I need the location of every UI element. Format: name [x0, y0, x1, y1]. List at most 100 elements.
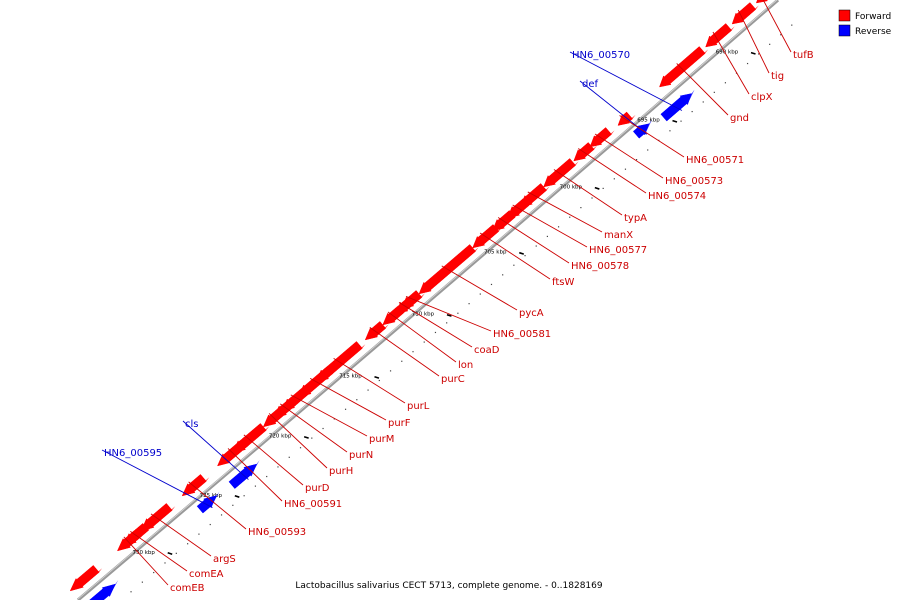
minor-tick-dot — [446, 322, 448, 324]
minor-tick-dot — [613, 178, 615, 180]
gene-def[interactable] — [632, 119, 652, 139]
gene-leader-line — [579, 80, 648, 135]
gene-label-pyca[interactable]: pycA — [519, 308, 544, 319]
minor-tick-dot — [691, 110, 693, 113]
gene-label-cls[interactable]: cls — [185, 419, 199, 430]
minor-tick-dot — [502, 274, 504, 276]
gene-leader-line — [569, 51, 683, 111]
gene-leader-line — [130, 531, 188, 572]
gene-arrow[interactable] — [364, 321, 387, 341]
minor-tick-dot — [266, 475, 268, 478]
minor-tick-dot — [277, 466, 279, 468]
gene-arrow[interactable] — [83, 583, 116, 600]
gene-label-hn6_00591[interactable]: HN6_00591 — [284, 499, 342, 510]
major-tick — [303, 435, 309, 439]
gene-arrow[interactable] — [382, 305, 405, 326]
gene-cls[interactable] — [228, 460, 260, 489]
gene-hn6_00570[interactable] — [660, 89, 695, 122]
gene-label-purn[interactable]: purN — [349, 450, 373, 461]
gene-label-purf[interactable]: purF — [388, 418, 411, 429]
gene-label-manx[interactable]: manX — [604, 230, 633, 241]
gene-clpx[interactable] — [705, 23, 735, 48]
gene-pyca[interactable] — [418, 244, 479, 295]
tick-label: 715 kbp — [339, 374, 362, 380]
legend-item-reverse[interactable]: Reverse — [838, 24, 892, 37]
gene-unlabeled[interactable] — [69, 565, 103, 592]
gene-hn6_00591[interactable] — [217, 437, 253, 467]
minor-tick-dot — [490, 283, 493, 286]
gene-label-hn6_00577[interactable]: HN6_00577 — [589, 245, 647, 256]
gene-arrow[interactable] — [543, 158, 576, 188]
gene-label-hn6_00578[interactable]: HN6_00578 — [571, 261, 629, 272]
gene-leader-line — [619, 115, 685, 158]
minor-tick-dot — [468, 303, 470, 305]
gene-leader-line — [123, 536, 169, 586]
gene-arrow[interactable] — [228, 463, 258, 489]
gene-leader-line — [737, 9, 770, 74]
gene-leader-line — [290, 394, 368, 437]
minor-tick-dot — [524, 255, 526, 257]
gene-label-comea[interactable]: comEA — [189, 569, 224, 580]
minor-ticks — [130, 24, 793, 593]
gene-arrow[interactable] — [755, 0, 773, 4]
gene-leader-line — [268, 413, 328, 469]
gene-gnd[interactable] — [659, 46, 709, 88]
gene-arrow[interactable] — [217, 437, 251, 467]
gene-label-hn6_00574[interactable]: HN6_00574 — [648, 191, 706, 202]
minor-tick-dot — [389, 370, 392, 372]
gene-label-def[interactable]: def — [582, 79, 599, 90]
map-caption: Lactobacillus salivarius CECT 5713, comp… — [295, 581, 602, 591]
gene-unlabeled[interactable] — [83, 580, 119, 600]
gene-arrow[interactable] — [69, 565, 100, 592]
gene-label-tig[interactable]: tig — [771, 71, 784, 82]
gene-label-hn6_00595[interactable]: HN6_00595 — [104, 448, 162, 459]
gene-label-args[interactable]: argS — [213, 554, 236, 565]
gene-label-purd[interactable]: purD — [305, 483, 330, 494]
gene-label-purl[interactable]: purL — [407, 401, 430, 412]
gene-purc[interactable] — [364, 321, 389, 341]
gene-lon[interactable] — [382, 305, 408, 326]
gene-label-purc[interactable]: purC — [441, 374, 465, 385]
gene-label-hn6_00573[interactable]: HN6_00573 — [665, 176, 723, 187]
gene-label-purm[interactable]: purM — [369, 434, 394, 445]
gene-label-lon[interactable]: lon — [458, 360, 473, 371]
gene-label-hn6_00593[interactable]: HN6_00593 — [248, 527, 306, 538]
gene-tufb[interactable] — [755, 0, 776, 4]
gene-label-hn6_00581[interactable]: HN6_00581 — [493, 329, 551, 340]
gene-arrow[interactable] — [705, 23, 733, 48]
gene-label-gnd[interactable]: gnd — [730, 113, 749, 124]
gene-tig[interactable] — [731, 2, 759, 25]
gene-label-clpx[interactable]: clpX — [751, 92, 773, 103]
gene-purh[interactable] — [262, 406, 290, 428]
gene-label-tufb[interactable]: tufB — [793, 50, 814, 61]
gene-label-coad[interactable]: coaD — [474, 345, 500, 356]
gene-leader-line — [441, 265, 518, 311]
gene-label-hn6_00571[interactable]: HN6_00571 — [686, 155, 744, 166]
gene-arrow[interactable] — [262, 406, 287, 428]
minor-tick-dot — [367, 389, 369, 391]
gene-arrow[interactable] — [632, 123, 650, 139]
gene-arrow-bevel — [97, 595, 101, 600]
legend-label-forward: Forward — [855, 12, 891, 22]
gene-label-typa[interactable]: typA — [624, 213, 647, 224]
gene-arrow[interactable] — [659, 46, 706, 88]
gene-hn6_00593[interactable] — [181, 474, 210, 497]
gene-leader-line — [553, 169, 623, 216]
gene-leader-line — [762, 0, 792, 53]
minor-tick-dot — [457, 312, 459, 314]
legend-item-forward[interactable]: Forward — [838, 9, 891, 22]
gene-typa[interactable] — [543, 158, 579, 188]
gene-label-purh[interactable]: purH — [329, 466, 353, 477]
minor-tick-dot — [557, 226, 560, 228]
gene-label-comeb[interactable]: comEB — [170, 583, 205, 594]
minor-tick-dot — [513, 264, 515, 266]
gene-label-ftsw[interactable]: ftsW — [552, 277, 574, 288]
gene-label-hn6_00570[interactable]: HN6_00570 — [572, 50, 630, 61]
gene-arrow[interactable] — [731, 2, 757, 25]
gene-leader-line — [405, 296, 492, 332]
tick-label: 690 kbp — [716, 50, 739, 56]
minor-tick-dot — [680, 120, 682, 122]
gene-arrow[interactable] — [181, 474, 207, 497]
minor-tick-dot — [769, 43, 771, 45]
minor-tick-dot — [546, 235, 548, 238]
